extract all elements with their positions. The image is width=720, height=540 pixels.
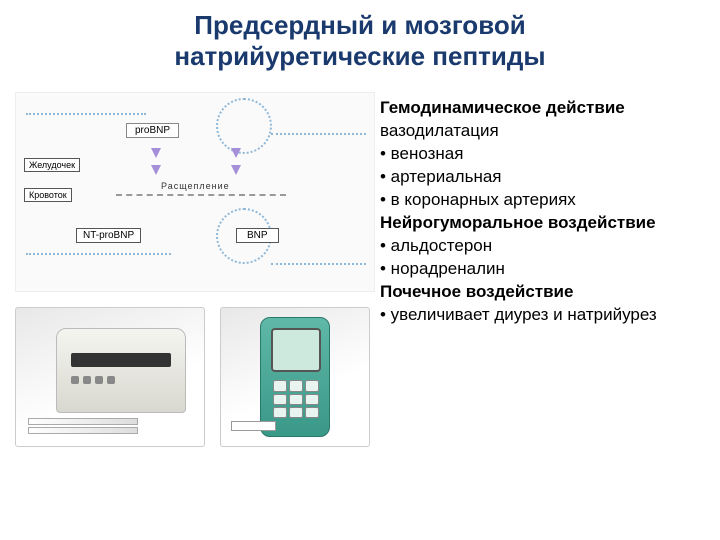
vasodilation-line: вазодилатация [380,120,710,143]
analyzer-body [56,328,186,413]
slide-title: Предсердный и мозговой натрийуретические… [0,0,720,72]
chain-segment [271,133,366,135]
test-strips [28,418,138,436]
handheld-keypad [273,380,319,418]
ntprobnp-label: NT-proBNP [76,228,141,243]
content-row: proBNP Желудочек Кровоток Расщепление NT… [0,92,720,447]
chain-segment [271,263,366,265]
bullet-venous: • венозная [380,143,710,166]
analyzer-buttons [71,376,115,384]
chain-segment [26,253,171,255]
bullet-coronary: • в коронарных артериях [380,189,710,212]
bloodflow-label: Кровоток [24,188,72,202]
peptide-diagram: proBNP Желудочек Кровоток Расщепление NT… [15,92,375,292]
right-column: Гемодинамическое действие вазодилатация … [380,92,720,447]
chain-segment [26,113,146,115]
probnp-label: proBNP [126,123,179,138]
ventricle-label: Желудочек [24,158,80,172]
peptide-loop [216,98,272,154]
renal-heading: Почечное воздействие [380,281,710,304]
left-column: proBNP Желудочек Кровоток Расщепление NT… [0,92,380,447]
arrow-down-icon [231,148,241,158]
bullet-noradrenaline: • норадреналин [380,258,710,281]
arrow-down-icon [231,165,241,175]
arrow-down-icon [151,165,161,175]
devices-row [15,307,380,447]
split-dashline [116,194,286,196]
neurohumoral-heading: Нейрогуморальное воздействие [380,212,710,235]
bnp-label: BNP [236,228,279,243]
handheld-screen [271,328,321,372]
title-line-2: натрийуретические пептиды [174,41,545,71]
bullet-aldosterone: • альдостерон [380,235,710,258]
handheld-body [260,317,330,437]
test-strip [231,421,276,431]
bullet-diuresis: • увеличивает диурез и натрийурез [380,304,710,327]
handheld-device-photo [220,307,370,447]
bullet-arterial: • артериальная [380,166,710,189]
title-line-1: Предсердный и мозговой [194,10,525,40]
split-label: Расщепление [161,181,230,191]
hemo-heading: Гемодинамическое действие [380,97,710,120]
analyzer-device-photo [15,307,205,447]
arrow-down-icon [151,148,161,158]
analyzer-slot [71,353,171,367]
